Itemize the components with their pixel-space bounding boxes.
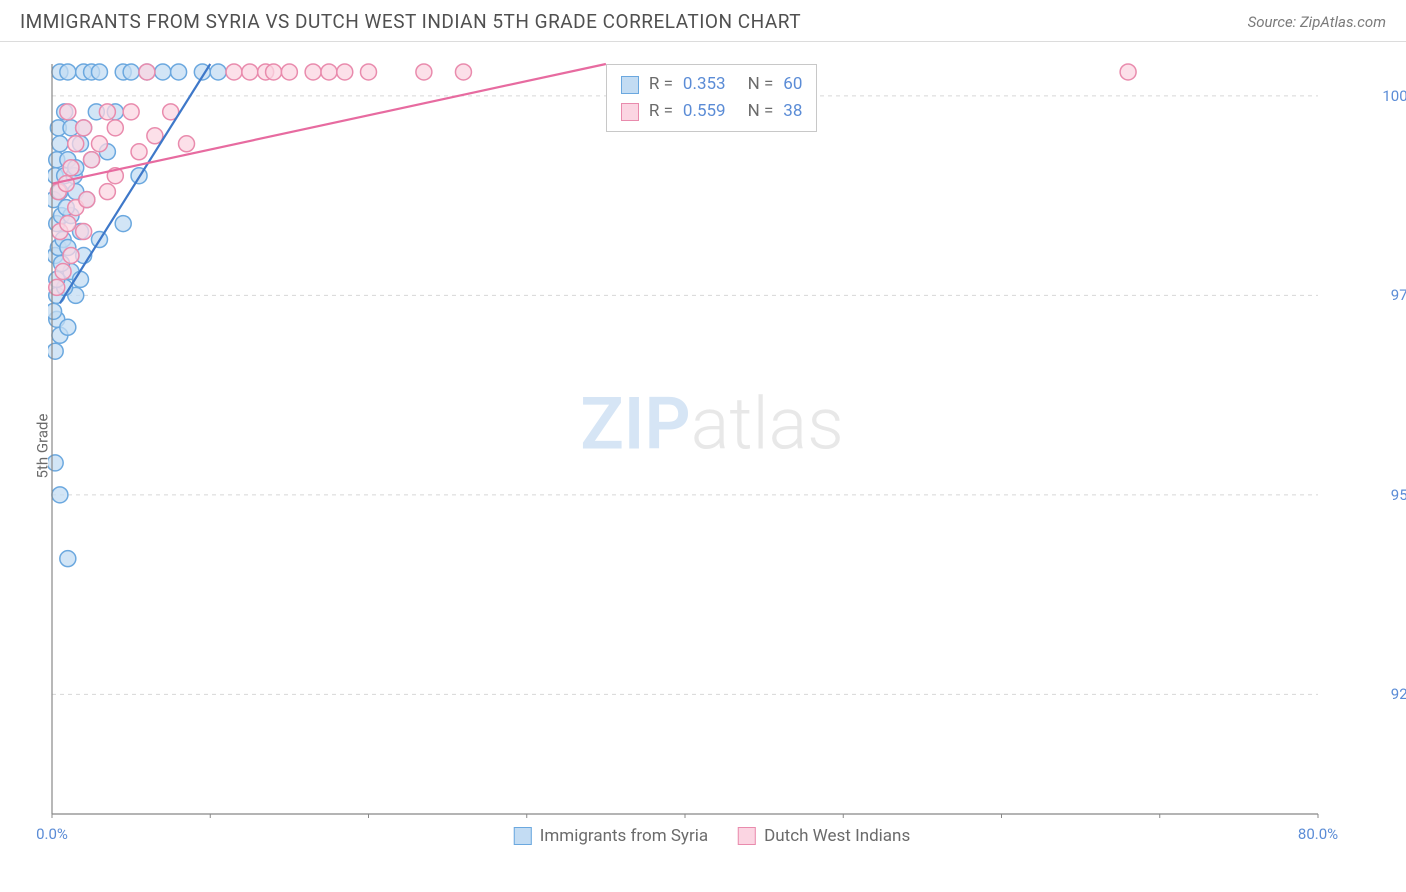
bottom-legend-item: Dutch West Indians [738, 826, 910, 846]
legend-n-label: N = [748, 98, 774, 125]
legend-n-value: 38 [783, 98, 802, 125]
bottom-legend-label: Immigrants from Syria [540, 826, 708, 846]
x-tick-label: 0.0% [36, 825, 68, 843]
legend-swatch [621, 76, 639, 94]
legend-row: R = 0.559 N = 38 [621, 98, 803, 125]
y-tick-label: 100.0% [1382, 87, 1406, 105]
legend-n-value: 60 [783, 71, 802, 98]
legend-row: R = 0.353 N = 60 [621, 71, 803, 98]
chart-svg [48, 60, 1376, 818]
bottom-legend: Immigrants from Syria Dutch West Indians [514, 826, 910, 846]
legend-r-value: 0.353 [683, 71, 726, 98]
correlation-legend: R = 0.353 N = 60 R = 0.559 N = 38 [606, 64, 818, 132]
x-tick-label: 80.0% [1298, 825, 1338, 843]
y-tick-label: 95.0% [1391, 486, 1406, 504]
bottom-legend-label: Dutch West Indians [764, 826, 910, 846]
header: IMMIGRANTS FROM SYRIA VS DUTCH WEST INDI… [0, 0, 1406, 42]
legend-r-value: 0.559 [683, 98, 726, 125]
legend-n-label: N = [748, 71, 774, 98]
legend-swatch [514, 827, 532, 845]
bottom-legend-item: Immigrants from Syria [514, 826, 708, 846]
chart-title: IMMIGRANTS FROM SYRIA VS DUTCH WEST INDI… [20, 10, 801, 33]
legend-r-label: R = [649, 98, 673, 125]
legend-r-label: R = [649, 71, 673, 98]
legend-swatch [621, 103, 639, 121]
legend-swatch [738, 827, 756, 845]
plot-area: ZIPatlas R =0.353N =60R =0.559N =38 Immi… [48, 60, 1376, 818]
y-tick-label: 97.5% [1391, 286, 1406, 304]
y-tick-label: 92.5% [1391, 685, 1406, 703]
source-label: Source: ZipAtlas.com [1248, 13, 1386, 31]
